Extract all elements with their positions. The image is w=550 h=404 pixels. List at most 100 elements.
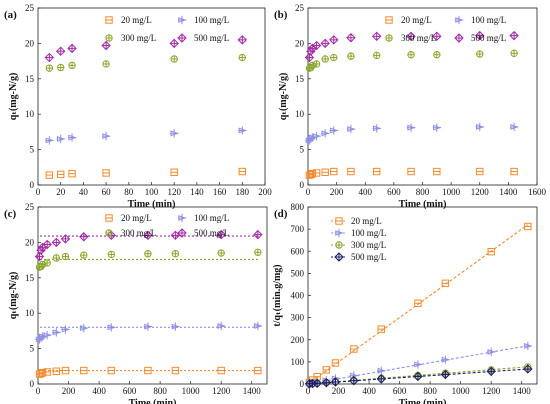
y-tick-label: 300	[291, 313, 305, 323]
x-tick-label: 0	[306, 187, 311, 197]
x-tick-label: 80	[124, 187, 134, 197]
x-tick-label: 800	[423, 386, 437, 396]
y-tick-label: 20	[295, 38, 305, 48]
x-tick-label: 1000	[182, 386, 201, 396]
x-tick-label: 0	[36, 386, 41, 396]
y-tick-label: 5	[30, 344, 35, 354]
y-axis-label: t/qₜ(min.g/mg)	[272, 264, 283, 326]
y-tick-label: 20	[25, 38, 35, 48]
y-tick-label: 10	[295, 109, 305, 119]
y-tick-label: 15	[25, 74, 35, 84]
panel-c: 0 200 400 600 800 1000 1200 1400 0 5 10 15 20 25 Time …	[4, 202, 268, 404]
y-axis-label: qₜ(mg-N/g)	[278, 73, 289, 121]
y-tick-label: 20	[25, 237, 35, 247]
x-tick-label: 1000	[442, 187, 461, 197]
x-tick-label: 1400	[499, 187, 518, 197]
y-tick-label: 0	[300, 180, 305, 190]
x-tick-label: 800	[416, 187, 430, 197]
x-tick-label: 0	[36, 187, 41, 197]
panel-label: (a)	[4, 9, 17, 21]
x-tick-label: 120	[167, 187, 181, 197]
y-tick-label: 10	[25, 308, 35, 318]
y-tick-label: 700	[291, 224, 305, 234]
y-tick-label: 0	[30, 180, 35, 190]
y-tick-label: 5	[300, 145, 305, 155]
panel-d: 0 200 400 600 800 1000 1200 1400 0 100 200 300 400 50…	[272, 202, 538, 404]
y-tick-label: 800	[291, 202, 305, 212]
x-tick-label: 1200	[471, 187, 490, 197]
y-tick-label: 500	[291, 268, 305, 278]
x-tick-label: 600	[393, 386, 407, 396]
x-tick-label: 1200	[482, 386, 501, 396]
panel-label: (b)	[274, 9, 288, 21]
legend-label: 20 mg/L	[351, 216, 382, 226]
x-tick-label: 200	[330, 187, 344, 197]
x-tick-label: 1600	[528, 187, 547, 197]
legend-label: 20 mg/L	[121, 213, 152, 223]
data-point	[486, 366, 496, 377]
x-tick-label: 20	[56, 187, 66, 197]
x-axis-label: Time (min)	[399, 199, 447, 210]
legend-label: 500 mg/L	[194, 228, 229, 238]
plot-frame	[37, 206, 268, 385]
x-axis-label: Time (min)	[128, 199, 176, 210]
legend-label: 100 mg/L	[351, 228, 386, 238]
legend-label: 500 mg/L	[194, 33, 229, 43]
x-tick-label: 1400	[243, 386, 262, 396]
y-tick-label: 25	[295, 3, 305, 13]
legend-label: 300 mg/L	[351, 240, 386, 250]
y-tick-label: 5	[30, 145, 35, 155]
panel-label: (c)	[4, 208, 17, 220]
legend-label: 500 mg/L	[351, 252, 386, 262]
y-tick-label: 10	[25, 109, 35, 119]
legend-label: 100 mg/L	[471, 15, 506, 25]
y-axis-label: qₜ(mg-N/g)	[8, 272, 19, 320]
data-point	[330, 377, 341, 387]
panel-label: (d)	[274, 208, 288, 220]
y-tick-label: 25	[25, 3, 35, 13]
panel-a: 0 20 40 60 80 100 120 140 160 180 200 0 5 10 15 20 25 Tim…	[4, 3, 272, 210]
y-axis-label: qₜ(mg-N/g)	[8, 73, 19, 121]
legend-label: 20 mg/L	[401, 15, 432, 25]
y-tick-label: 25	[25, 202, 35, 212]
data-point	[413, 371, 423, 382]
x-tick-label: 200	[62, 386, 76, 396]
y-tick-label: 200	[291, 335, 305, 345]
legend-label: 100 mg/L	[194, 213, 229, 223]
x-tick-label: 60	[102, 187, 112, 197]
legend-label: 300 mg/L	[121, 228, 156, 238]
x-tick-label: 600	[387, 187, 401, 197]
x-tick-label: 400	[359, 187, 373, 197]
x-tick-label: 40	[79, 187, 89, 197]
x-tick-label: 1200	[212, 386, 231, 396]
x-tick-label: 400	[92, 386, 106, 396]
x-tick-label: 200	[332, 386, 346, 396]
y-tick-label: 15	[295, 74, 305, 84]
x-tick-label: 1000	[452, 386, 471, 396]
legend-label: 300 mg/L	[401, 33, 436, 43]
y-tick-label: 0	[300, 379, 305, 389]
legend-label: 100 mg/L	[194, 15, 229, 25]
y-tick-label: 0	[30, 379, 35, 389]
legend-label: 20 mg/L	[121, 15, 152, 25]
y-tick-label: 15	[25, 273, 35, 283]
x-tick-label: 400	[362, 386, 376, 396]
panel-b: 0 200 400 600 800 1000 1200 1400 1600 0 5 10 15 20 25 T…	[274, 3, 547, 210]
x-tick-label: 0	[306, 386, 311, 396]
plot-frame	[307, 206, 538, 385]
x-tick-label: 200	[258, 187, 272, 197]
legend-label: 500 mg/L	[471, 33, 506, 43]
y-tick-label: 100	[291, 357, 305, 367]
y-tick-label: 600	[291, 246, 305, 256]
x-tick-label: 600	[123, 386, 137, 396]
legend-label: 300 mg/L	[121, 33, 156, 43]
y-tick-label: 400	[291, 291, 305, 301]
x-axis-label: Time (min)	[129, 398, 177, 404]
x-tick-label: 180	[236, 187, 250, 197]
x-tick-label: 1400	[513, 386, 532, 396]
x-tick-label: 100	[145, 187, 159, 197]
x-tick-label: 160	[213, 187, 227, 197]
x-tick-label: 800	[153, 386, 167, 396]
x-tick-label: 140	[190, 187, 204, 197]
